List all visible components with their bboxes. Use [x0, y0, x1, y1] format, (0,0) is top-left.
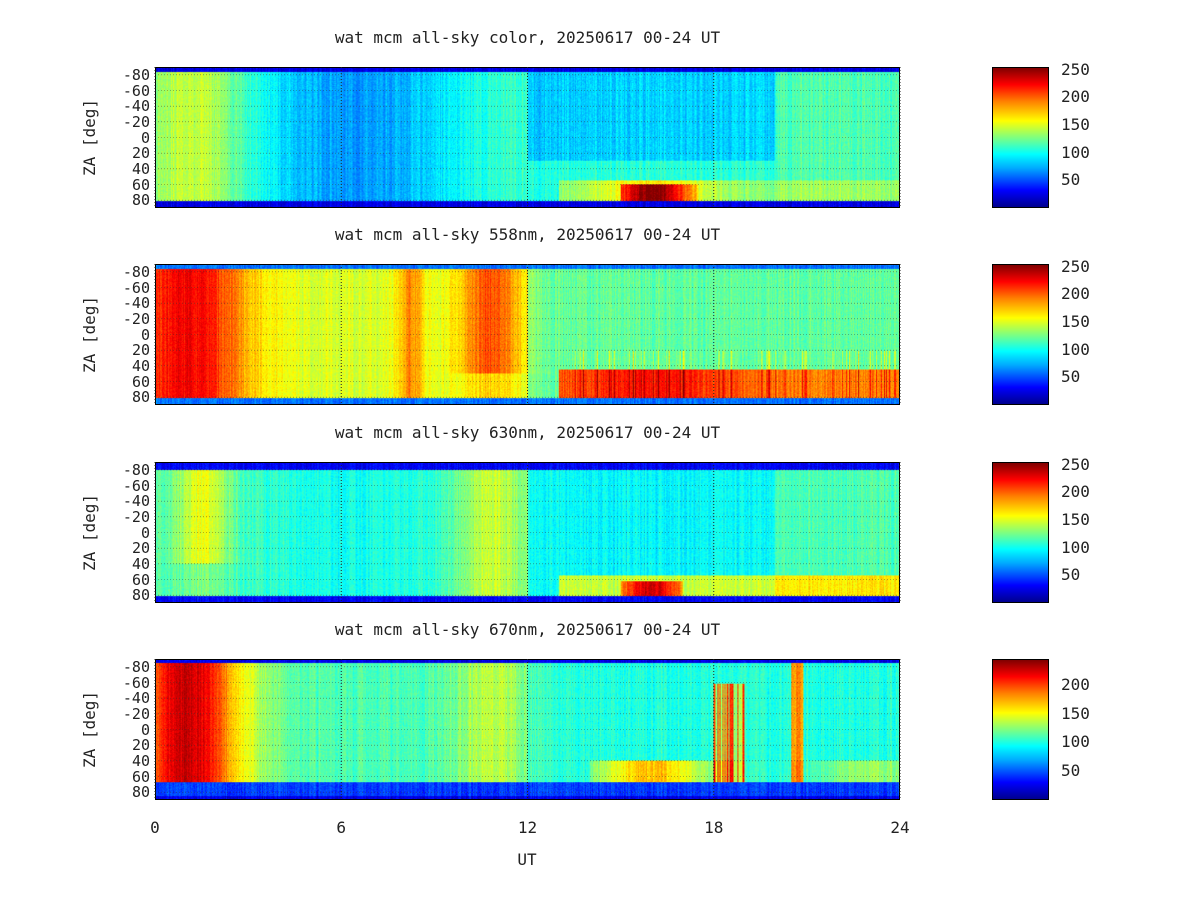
y-tick-label: 60	[131, 767, 150, 786]
colorbar-tick-label: 100	[1061, 537, 1090, 557]
panel-2-title: wat mcm all-sky 558nm, 20250617 00-24 UT	[334, 225, 721, 244]
y-tick-label: -40	[122, 492, 150, 511]
y-tick-label: -80	[122, 262, 150, 281]
y-tick-label: -60	[122, 673, 150, 692]
y-tick-label: 40	[131, 554, 150, 573]
y-tick-label: 20	[131, 341, 150, 360]
x-axis-label: UT	[517, 850, 537, 869]
y-tick-label: 20	[131, 539, 150, 558]
colorbar-tick-label: 200	[1061, 674, 1090, 694]
colorbar-tick-label: 150	[1061, 115, 1090, 135]
colorbar-tick-label: 150	[1061, 510, 1090, 530]
y-tick-label: -60	[122, 278, 150, 297]
colorbar-tick-label: 150	[1061, 312, 1090, 332]
y-tick-label: 40	[131, 356, 150, 375]
y-tick-label: 80	[131, 783, 150, 802]
x-tick-label: 6	[336, 818, 347, 837]
y-tick-label: 0	[140, 720, 150, 739]
colorbar-4	[992, 659, 1049, 800]
colorbar-tick-label: 50	[1061, 565, 1081, 585]
y-tick-label: -40	[122, 294, 150, 313]
y-tick-label: -20	[122, 112, 150, 131]
colorbar-2	[992, 264, 1049, 405]
colorbar-tick-label: 100	[1061, 339, 1090, 359]
y-tick-label: 20	[131, 144, 150, 163]
colorbar-tick-label: 250	[1061, 59, 1090, 79]
y-tick-label: 60	[131, 175, 150, 194]
y-tick-label: -20	[122, 309, 150, 328]
heatmap-canvas-3	[156, 463, 899, 602]
heatmap-panel-3	[155, 462, 900, 603]
x-tick-label: 24	[890, 818, 910, 837]
colorbar-tick-label: 250	[1061, 454, 1090, 474]
heatmap-canvas-1	[156, 68, 899, 207]
x-tick-label: 0	[150, 818, 160, 837]
heatmap-panel-1	[155, 67, 900, 208]
x-tick-label: 18	[704, 818, 724, 837]
y-tick-label: 0	[140, 325, 150, 344]
heatmap-panel-4	[155, 659, 900, 800]
y-tick-label: -40	[122, 689, 150, 708]
y-tick-label: -20	[122, 507, 150, 526]
y-tick-label: 60	[131, 570, 150, 589]
colorbar-tick-label: 100	[1061, 732, 1090, 752]
y-tick-label: 80	[131, 586, 150, 605]
colorbar-tick-label: 50	[1061, 761, 1081, 781]
y-tick-label: -20	[122, 704, 150, 723]
colorbar-tick-label: 50	[1061, 170, 1081, 190]
panel-1-title: wat mcm all-sky color, 20250617 00-24 UT	[334, 28, 721, 47]
heatmap-panel-2	[155, 264, 900, 405]
y-tick-label: 80	[131, 388, 150, 407]
y-tick-label: 20	[131, 736, 150, 755]
colorbar-tick-label: 150	[1061, 703, 1090, 723]
y-tick-label: 40	[131, 751, 150, 770]
y-tick-label: -80	[122, 657, 150, 676]
colorbar-tick-label: 200	[1061, 482, 1090, 502]
colorbar-tick-label: 250	[1061, 256, 1090, 276]
heatmap-canvas-4	[156, 660, 899, 799]
colorbar-1	[992, 67, 1049, 208]
heatmap-canvas-2	[156, 265, 899, 404]
y-tick-label: -80	[122, 65, 150, 84]
panel-4-title: wat mcm all-sky 670nm, 20250617 00-24 UT	[334, 620, 721, 639]
y-tick-label: -60	[122, 476, 150, 495]
y-tick-label: 40	[131, 159, 150, 178]
colorbar-tick-label: 50	[1061, 367, 1081, 387]
x-tick-label: 12	[517, 818, 538, 837]
colorbar-tick-label: 200	[1061, 284, 1090, 304]
colorbar-3	[992, 462, 1049, 603]
y-tick-label: 60	[131, 372, 150, 391]
y-tick-label: -60	[122, 81, 150, 100]
y-tick-label: -80	[122, 460, 150, 479]
y-tick-label: 0	[140, 523, 150, 542]
y-tick-label: 80	[131, 191, 150, 210]
y-tick-label: 0	[140, 128, 150, 147]
panel-3-title: wat mcm all-sky 630nm, 20250617 00-24 UT	[334, 423, 721, 442]
y-tick-label: -40	[122, 97, 150, 116]
colorbar-tick-label: 100	[1061, 142, 1090, 162]
colorbar-tick-label: 200	[1061, 87, 1090, 107]
